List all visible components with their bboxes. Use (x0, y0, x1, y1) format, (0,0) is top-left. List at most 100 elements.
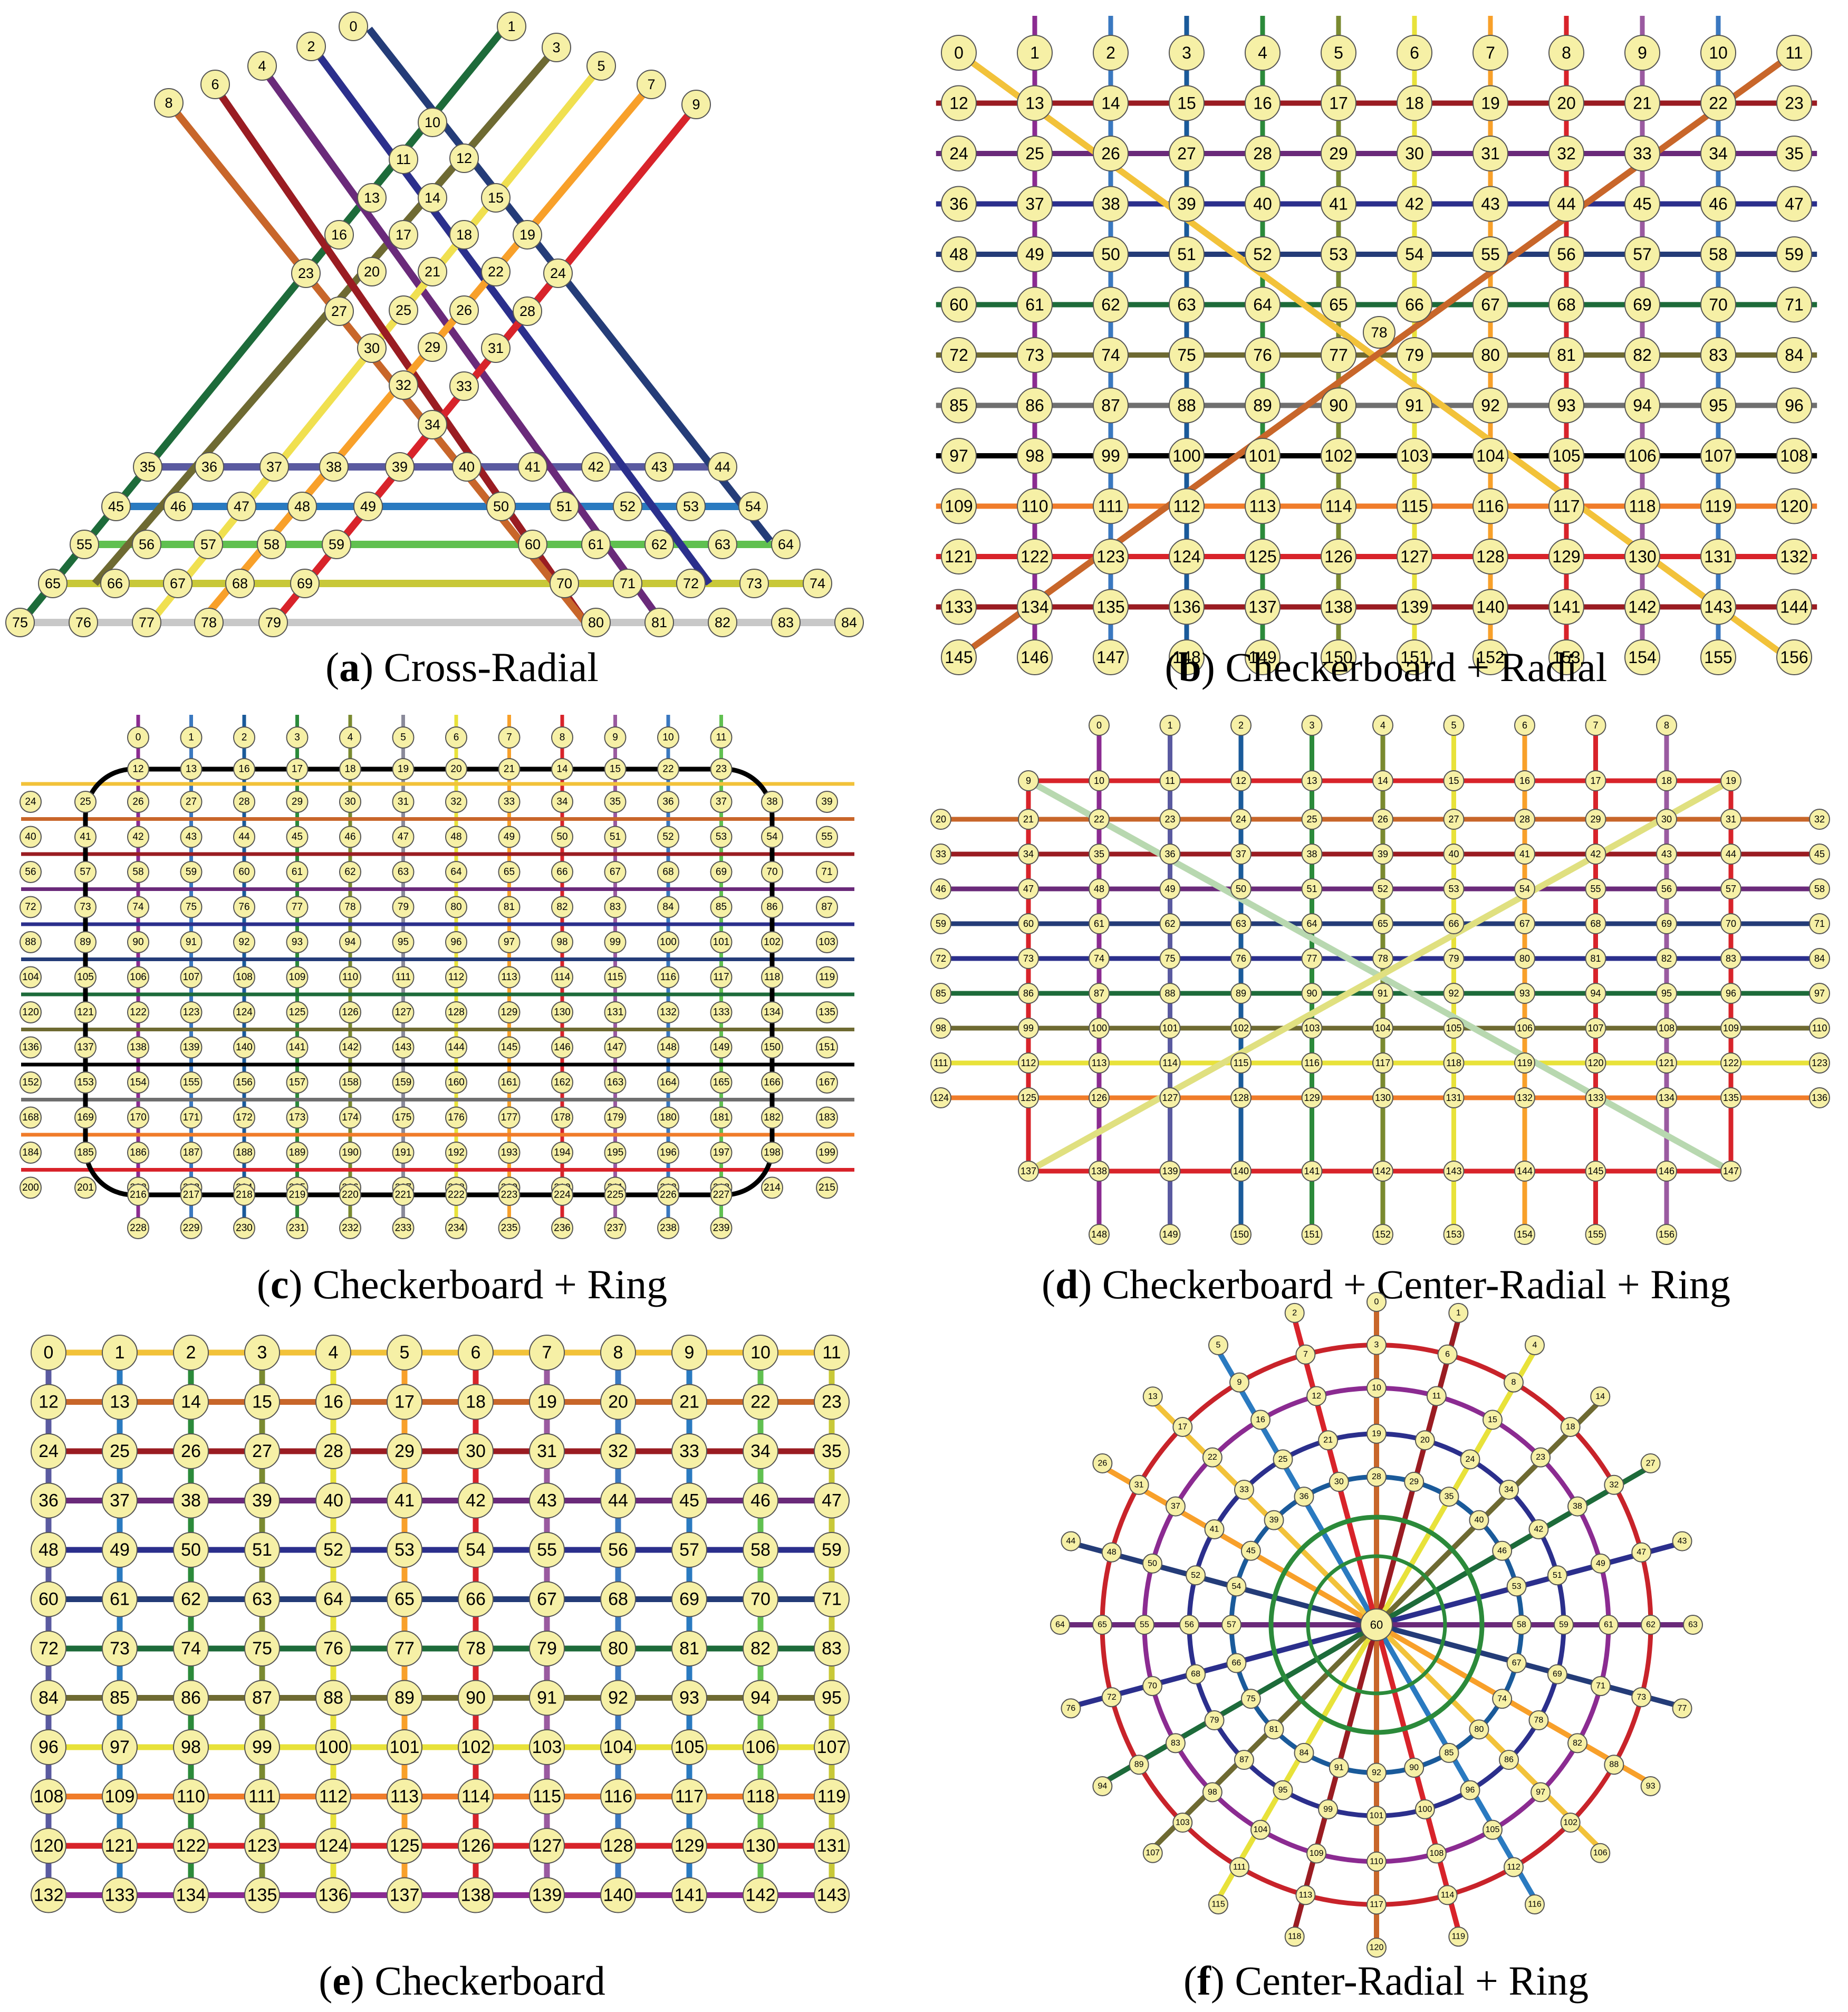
station-node: 105 (671, 1729, 707, 1765)
station-label: 75 (1177, 346, 1196, 365)
station-node: 22 (1089, 809, 1110, 830)
station-circle (761, 1106, 783, 1129)
station-circle (1585, 1087, 1606, 1108)
station-node: 9 (1229, 1372, 1249, 1393)
station-node: 125 (1245, 539, 1281, 574)
station-label: 113 (1299, 1891, 1313, 1900)
station-label: 33 (456, 378, 472, 394)
station-node: 7 (529, 1335, 565, 1371)
station-circle (1720, 1161, 1741, 1182)
station-label: 68 (608, 1589, 628, 1609)
station-node: 88 (315, 1680, 351, 1716)
station-circle (1018, 878, 1039, 899)
station-node: 42 (1528, 1519, 1549, 1539)
station-label: 233 (395, 1223, 412, 1234)
station-circle (1604, 1755, 1624, 1775)
station-node: 226 (657, 1184, 679, 1206)
station-node: 56 (20, 861, 42, 883)
station-label: 156 (1780, 648, 1808, 667)
station-label: 88 (1177, 396, 1196, 415)
station-label: 3 (1374, 1340, 1379, 1349)
station-node: 70 (1142, 1676, 1162, 1697)
station-label: 63 (715, 536, 730, 552)
station-circle (287, 492, 317, 521)
station-node: 189 (286, 1142, 309, 1164)
station-node: 111 (1093, 488, 1129, 524)
station-node: 35 (814, 1433, 850, 1469)
station-node: 142 (1624, 589, 1660, 625)
station-label: 158 (342, 1077, 359, 1088)
station-node: 79 (1397, 337, 1432, 373)
station-label: 111 (396, 972, 411, 983)
station-circle (1245, 85, 1281, 121)
station-node: 96 (1776, 387, 1812, 424)
station-label: 89 (394, 1688, 415, 1708)
station-circle (743, 1729, 778, 1765)
station-circle (1472, 236, 1508, 272)
station-node: 27 (1169, 136, 1205, 171)
station-label: 155 (1704, 648, 1732, 667)
station-circle (194, 530, 223, 559)
station-node: 14 (1590, 1386, 1611, 1407)
station-circle (1437, 1885, 1458, 1905)
station-label: 125 (1021, 1093, 1036, 1103)
station-node: 55 (816, 826, 838, 848)
station-node: 69 (1656, 913, 1677, 934)
station-node: 31 (529, 1433, 565, 1469)
station-circle (1089, 715, 1110, 736)
station-label: 125 (390, 1836, 420, 1856)
station-label: 128 (1476, 547, 1504, 566)
station-node: 195 (604, 1142, 627, 1164)
station-circle (102, 1828, 138, 1864)
station-label: 18 (1661, 775, 1672, 786)
station-label: 69 (679, 1589, 699, 1609)
station-circle (1631, 1542, 1652, 1563)
station-node: 54 (761, 826, 783, 848)
station-node: 7 (498, 726, 521, 749)
station-circle (761, 1001, 783, 1023)
station-node: 26 (127, 791, 149, 813)
station-node: 115 (1397, 488, 1432, 524)
station-label: 41 (1519, 849, 1530, 859)
station-circle (1472, 539, 1508, 574)
station-label: 129 (501, 1007, 518, 1018)
station-circle (1089, 878, 1110, 899)
station-circle (20, 791, 42, 813)
station-label: 8 (1562, 43, 1571, 62)
station-node: 103 (816, 931, 838, 953)
station-label: 51 (252, 1540, 272, 1560)
station-circle (127, 1217, 149, 1239)
station-node: 46 (1700, 186, 1736, 222)
station-circle (1700, 186, 1736, 222)
station-node: 106 (743, 1729, 778, 1765)
station-circle (1017, 136, 1053, 171)
station-circle (173, 1828, 209, 1864)
station-label: 92 (1372, 1768, 1381, 1777)
station-circle (1397, 236, 1432, 272)
station-node: 80 (1469, 1719, 1489, 1740)
station-circle (1208, 1335, 1228, 1355)
station-label: 12 (456, 150, 472, 166)
station-label: 77 (1329, 346, 1348, 365)
station-node: 133 (710, 1001, 733, 1023)
station-label: 55 (1590, 884, 1601, 894)
station-circle (445, 896, 467, 918)
station-circle (389, 370, 418, 400)
station-node: 19 (513, 220, 542, 250)
station-circle (286, 1142, 309, 1164)
station-node: 198 (761, 1142, 783, 1164)
station-circle (600, 1581, 636, 1617)
station-label: 89 (1236, 988, 1246, 999)
station-circle (644, 452, 674, 482)
station-node: 38 (173, 1482, 209, 1519)
caption-c: (c) Checkerboard + Ring (256, 1261, 668, 1307)
station-node: 50 (551, 826, 573, 848)
station-label: 95 (1709, 396, 1728, 415)
station-circle (1397, 589, 1432, 625)
station-circle (1514, 715, 1535, 736)
station-circle (930, 948, 951, 969)
station-node: 121 (941, 539, 977, 574)
station-circle (31, 1482, 66, 1519)
station-label: 182 (764, 1112, 781, 1123)
station-circle (387, 1384, 422, 1420)
